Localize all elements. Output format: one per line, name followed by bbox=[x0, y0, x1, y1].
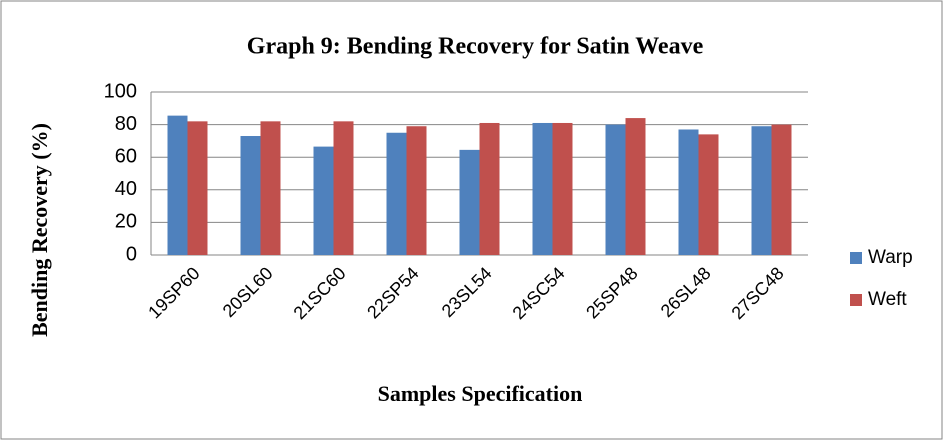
bar bbox=[333, 121, 354, 255]
bar bbox=[605, 124, 626, 255]
bar bbox=[313, 146, 334, 255]
bar bbox=[552, 122, 573, 255]
bar bbox=[260, 121, 281, 255]
legend-label: Warp bbox=[868, 247, 913, 268]
bar bbox=[625, 118, 646, 255]
legend-swatch bbox=[850, 294, 862, 306]
bar bbox=[167, 115, 188, 255]
y-tick-label: 100 bbox=[104, 80, 137, 102]
bar bbox=[532, 122, 553, 255]
bar bbox=[698, 134, 719, 255]
bar bbox=[751, 126, 772, 255]
bar bbox=[187, 121, 208, 255]
legend-swatch bbox=[850, 252, 862, 264]
bar bbox=[386, 132, 407, 255]
y-axis-title: Bending Recovery (%) bbox=[27, 123, 52, 337]
bar bbox=[678, 129, 699, 255]
y-tick-label: 40 bbox=[115, 178, 137, 200]
bar bbox=[479, 122, 500, 255]
bar bbox=[459, 149, 480, 255]
bar bbox=[240, 136, 261, 255]
y-tick-label: 20 bbox=[115, 211, 137, 233]
bar bbox=[771, 124, 792, 255]
y-tick-label: 60 bbox=[115, 145, 137, 167]
x-axis-title: Samples Specification bbox=[378, 381, 583, 406]
y-tick-label: 80 bbox=[115, 113, 137, 135]
legend-label: Weft bbox=[868, 289, 907, 310]
y-tick-label: 0 bbox=[126, 243, 137, 265]
chart-title: Graph 9: Bending Recovery for Satin Weav… bbox=[247, 34, 704, 60]
bar bbox=[406, 126, 427, 255]
